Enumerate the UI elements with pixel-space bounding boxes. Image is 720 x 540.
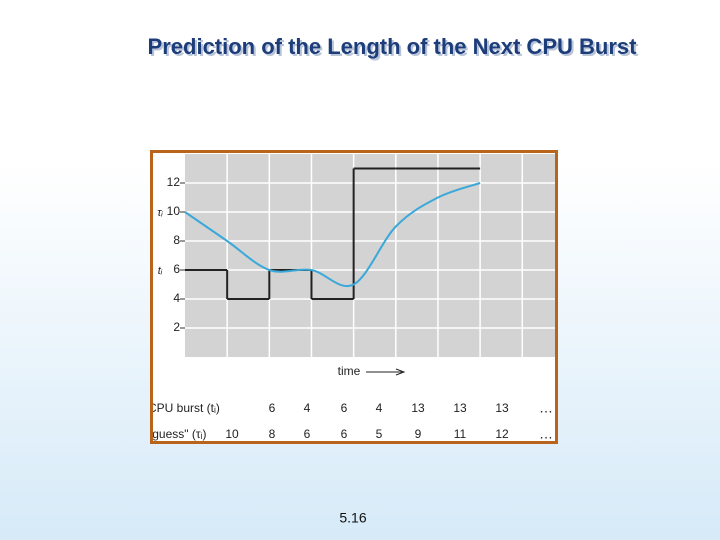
table-value: 12 [495, 427, 509, 441]
table-value: 13 [411, 401, 425, 415]
table-value: 8 [269, 427, 276, 441]
y-tick-label: 12 [167, 175, 181, 189]
table-value: 6 [304, 427, 311, 441]
table-value: 11 [454, 427, 467, 441]
series-label: tᵢ [158, 265, 163, 277]
table-value: 9 [415, 427, 422, 441]
table-value: 6 [341, 401, 348, 415]
row-label: CPU burst (tᵢ) [148, 401, 220, 415]
row-ellipsis: … [539, 426, 553, 442]
row-ellipsis: … [539, 400, 553, 416]
y-tick-label: 10 [167, 204, 181, 218]
x-axis-arrow [366, 368, 406, 376]
plot-area [185, 154, 555, 357]
series-label: τᵢ [157, 207, 163, 219]
x-axis-label: time [338, 364, 361, 378]
y-tick-label: 6 [173, 262, 180, 276]
table-value: 6 [341, 427, 348, 441]
table-value: 13 [453, 401, 467, 415]
table-value: 4 [376, 401, 383, 415]
y-tick-label: 2 [173, 320, 180, 334]
slide-title: Prediction of the Length of the Next CPU… [148, 34, 638, 59]
figure: 2 4 6 8 10 12 time tᵢ τᵢ CPU burst (tᵢ) 6 4 6 4 13 13 13… [148, 154, 555, 442]
row-label: "guess" (τᵢ) [148, 427, 207, 441]
table-value: 4 [304, 401, 311, 415]
table-value: 10 [225, 427, 239, 441]
table-value: 13 [495, 401, 509, 415]
table-value: 5 [376, 427, 383, 441]
title-shadow: Prediction of the Length of the Next CPU… [150, 36, 640, 61]
table-value: 6 [269, 401, 276, 415]
y-tick-label: 8 [173, 233, 180, 247]
y-tick-label: 4 [173, 291, 180, 305]
guess-curve [184, 182, 481, 288]
page-number: 5.16 [339, 510, 366, 526]
